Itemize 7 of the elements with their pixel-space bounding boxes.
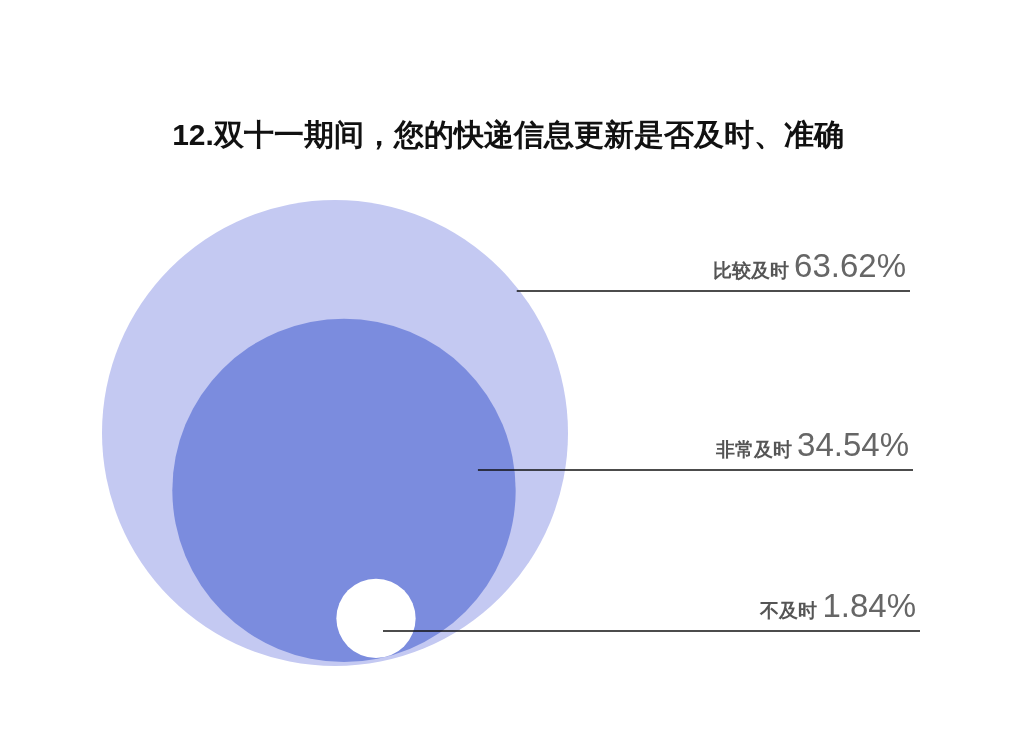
- data-label: 34.54%: [797, 426, 909, 463]
- category-label: 不及时: [759, 600, 823, 621]
- category-label: 比较及时: [712, 260, 795, 281]
- data-label: 63.62%: [794, 247, 906, 284]
- data-label: 1.84%: [822, 587, 916, 624]
- text: 12.双十一期间，您的快递信息更新是否及时、准确: [172, 118, 844, 151]
- category-label: 非常及时: [714, 439, 798, 460]
